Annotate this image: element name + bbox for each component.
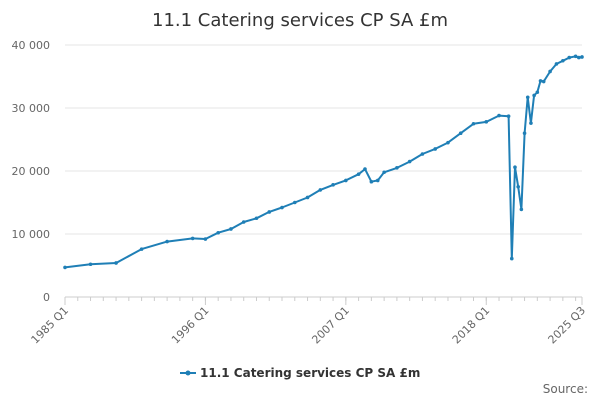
- y-tick-label: 20 000: [12, 165, 51, 178]
- data-point[interactable]: [241, 220, 246, 224]
- data-point[interactable]: [375, 178, 380, 183]
- data-point[interactable]: [63, 265, 67, 270]
- data-point[interactable]: [529, 121, 533, 125]
- data-point[interactable]: [580, 55, 584, 59]
- legend-marker-icon: [185, 370, 191, 376]
- data-point[interactable]: [318, 188, 323, 192]
- x-tick-label: 1985 Q1: [29, 304, 72, 347]
- data-point[interactable]: [369, 179, 374, 184]
- data-point[interactable]: [216, 230, 220, 235]
- data-point[interactable]: [229, 227, 233, 231]
- x-tick-label: 1996 Q1: [169, 304, 212, 347]
- x-tick-label: 2007 Q1: [309, 304, 352, 347]
- data-point[interactable]: [331, 183, 335, 187]
- data-point[interactable]: [292, 200, 297, 205]
- data-point[interactable]: [433, 147, 437, 151]
- data-point[interactable]: [535, 90, 540, 95]
- y-tick-label: 10 000: [12, 228, 51, 241]
- data-point[interactable]: [203, 237, 208, 241]
- data-point[interactable]: [538, 79, 543, 83]
- data-point[interactable]: [554, 62, 559, 66]
- data-point[interactable]: [525, 95, 530, 100]
- data-point[interactable]: [513, 165, 517, 170]
- data-point[interactable]: [114, 261, 118, 265]
- x-tick-label: 2018 Q1: [450, 304, 493, 347]
- y-axis-ticks: 0 10 000 20 000 30 000 40 000: [12, 39, 51, 304]
- data-point[interactable]: [363, 167, 367, 171]
- data-point[interactable]: [506, 114, 511, 118]
- y-tick-label: 30 000: [12, 102, 51, 115]
- x-tick-label: 2025 Q3: [546, 304, 589, 347]
- data-point[interactable]: [532, 93, 536, 98]
- data-point[interactable]: [458, 131, 463, 135]
- data-point[interactable]: [382, 170, 386, 175]
- data-point[interactable]: [139, 247, 144, 251]
- data-point[interactable]: [305, 195, 310, 200]
- data-point[interactable]: [280, 205, 284, 210]
- data-point[interactable]: [573, 54, 578, 59]
- series-layer: [63, 54, 584, 270]
- x-axis: 1985 Q1 1996 Q1 2007 Q1 2018 Q1 2025 Q3: [29, 296, 589, 347]
- data-point[interactable]: [522, 131, 527, 135]
- data-point[interactable]: [471, 121, 476, 126]
- legend-label: 11.1 Catering services CP SA £m: [200, 366, 420, 380]
- data-point[interactable]: [519, 207, 524, 212]
- chart-title: 11.1 Catering services CP SA £m: [152, 10, 448, 31]
- data-point[interactable]: [190, 236, 195, 241]
- y-tick-label: 0: [43, 291, 50, 304]
- data-point[interactable]: [267, 210, 272, 214]
- data-point[interactable]: [356, 172, 361, 176]
- data-point[interactable]: [509, 256, 514, 261]
- data-point[interactable]: [446, 140, 450, 145]
- data-point[interactable]: [541, 79, 546, 84]
- data-point[interactable]: [407, 159, 412, 164]
- data-point[interactable]: [395, 166, 399, 170]
- data-point[interactable]: [577, 55, 581, 60]
- data-point[interactable]: [165, 239, 169, 244]
- grid-lines: [65, 44, 582, 298]
- data-point[interactable]: [561, 58, 565, 63]
- data-point[interactable]: [516, 184, 520, 189]
- data-point[interactable]: [254, 216, 259, 221]
- data-point[interactable]: [420, 152, 425, 156]
- series-line: [64, 55, 583, 269]
- legend[interactable]: 11.1 Catering services CP SA £m: [180, 366, 420, 380]
- y-tick-label: 40 000: [12, 39, 51, 52]
- source-label: Source:: [543, 382, 588, 396]
- data-point[interactable]: [88, 262, 93, 267]
- data-point[interactable]: [497, 113, 501, 118]
- data-point[interactable]: [548, 69, 552, 74]
- data-point[interactable]: [484, 120, 489, 124]
- data-point[interactable]: [567, 55, 572, 60]
- data-point[interactable]: [344, 178, 348, 183]
